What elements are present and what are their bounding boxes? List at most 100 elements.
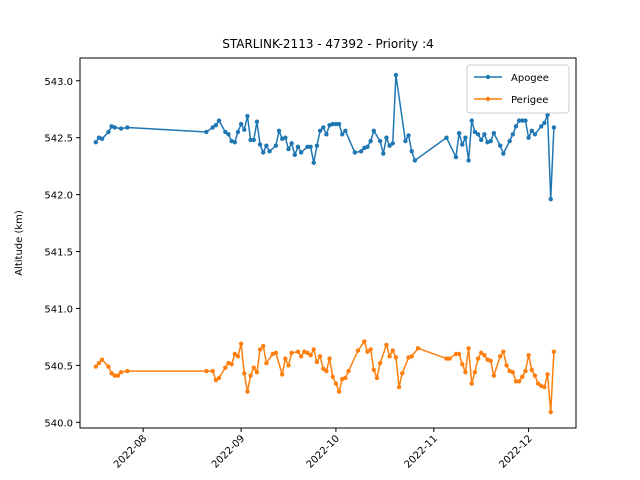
apogee-point [305, 144, 310, 149]
plot-frame [79, 57, 577, 429]
apogee-point [551, 125, 557, 130]
perigee-point [213, 377, 219, 383]
apogee-point [286, 146, 291, 152]
apogee-point [112, 125, 117, 130]
perigee-point [295, 349, 301, 354]
perigee-point [273, 350, 279, 356]
perigee-point [384, 342, 389, 348]
perigee-point [374, 375, 380, 381]
apogee-point [479, 137, 484, 143]
perigee-point [333, 381, 339, 386]
apogee-point [298, 150, 304, 155]
apogee-point [501, 151, 506, 156]
y-tick-label: 540.5 [44, 361, 73, 372]
perigee-point [447, 356, 452, 361]
apogee-point [393, 72, 399, 78]
apogee-point [475, 132, 481, 137]
perigee-point [229, 362, 234, 367]
perigee-point [125, 368, 130, 374]
perigee-point [336, 389, 342, 394]
perigee-point [491, 373, 497, 378]
perigee-point [371, 367, 377, 373]
perigee-point [377, 360, 383, 366]
perigee-point [551, 349, 557, 354]
apogee-point [529, 128, 534, 134]
apogee-point [317, 128, 323, 134]
apogee-point [507, 138, 512, 144]
apogee-point [371, 128, 377, 134]
apogee-point [456, 130, 462, 136]
perigee-point [387, 354, 392, 359]
apogee-point [482, 132, 487, 137]
apogee-point [106, 129, 111, 135]
apogee-point [523, 118, 528, 123]
apogee-point [463, 135, 468, 140]
apogee-point [387, 143, 392, 148]
perigee-point [238, 341, 244, 346]
apogee-point [412, 158, 418, 163]
perigee-point [242, 371, 247, 376]
apogee-point [472, 129, 478, 135]
apogee-point [520, 118, 525, 123]
apogee-point [93, 140, 99, 145]
perigee-point [216, 375, 222, 381]
apogee-point [238, 121, 244, 127]
apogee-point [283, 135, 288, 140]
perigee-point [109, 371, 114, 376]
perigee-point [210, 368, 215, 374]
apogee-point [358, 149, 364, 154]
perigee-point [223, 365, 228, 370]
perigee-point [289, 350, 294, 356]
perigee-point [497, 354, 503, 359]
apogee-point [542, 120, 547, 126]
apogee-point [245, 113, 250, 119]
perigee-point [469, 381, 474, 386]
apogee-point [469, 118, 474, 123]
perigee-point [355, 348, 361, 353]
apogee-point [99, 136, 105, 142]
apogee-point [289, 141, 294, 146]
apogee-point [453, 154, 459, 160]
apogee-point [232, 140, 237, 145]
perigee-point [365, 349, 370, 354]
apogee-point [516, 118, 522, 123]
perigee-point [529, 367, 534, 373]
y-tick-label: 541.5 [44, 248, 73, 259]
legend-apogee-marker [485, 74, 491, 80]
apogee-point [513, 124, 519, 129]
legend-apogee-label: Apogee [511, 73, 549, 84]
perigee-point [545, 372, 550, 377]
perigee-point [390, 348, 395, 353]
apogee-point [324, 132, 329, 137]
y-tick-label: 542.5 [44, 134, 73, 145]
perigee-point [488, 358, 493, 364]
apogee-point [118, 126, 124, 131]
perigee-point [510, 370, 516, 375]
perigee-point [542, 384, 547, 390]
apogee-point [532, 132, 538, 137]
perigee-point [475, 356, 481, 361]
apogee-point [497, 143, 503, 148]
perigee-point [516, 379, 522, 384]
perigee-point [482, 352, 487, 358]
apogee-point [242, 127, 247, 132]
apogee-point [548, 196, 553, 202]
perigee-point [456, 351, 462, 357]
apogee-point [314, 143, 320, 148]
perigee-point [115, 373, 121, 378]
apogee-point [545, 112, 550, 118]
apogee-point [311, 160, 316, 165]
perigee-point [327, 356, 332, 361]
apogee-point [235, 129, 241, 135]
perigee-point [330, 374, 335, 379]
perigee-point [311, 347, 316, 352]
perigee-point [532, 373, 538, 378]
apogee-point [254, 119, 260, 124]
apogee-point [204, 129, 209, 135]
perigee-point [396, 384, 402, 390]
apogee-point [488, 138, 493, 144]
perigee-point [305, 350, 310, 356]
apogee-point [321, 125, 326, 130]
perigee-point [504, 363, 509, 368]
y-axis-label: Altitude (km) [14, 210, 25, 276]
